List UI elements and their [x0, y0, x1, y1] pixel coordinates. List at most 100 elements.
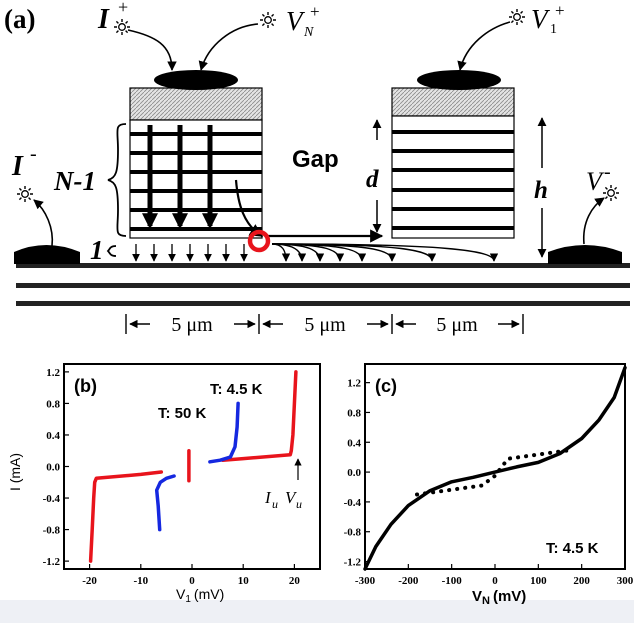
brace-one	[106, 245, 117, 257]
y-tick-label: -1.2	[43, 556, 61, 568]
voltage-probe-v1-icon	[508, 8, 526, 26]
substrate-layer-2	[16, 283, 630, 288]
chart-b-x-axis-label: V1 (mV)	[176, 586, 224, 605]
scale-label-2: 5 μm	[304, 314, 346, 336]
bottom-band	[0, 600, 634, 623]
y-tick-label: 0.8	[46, 398, 60, 410]
y-tick-label: -0.4	[344, 497, 362, 509]
voltage-probe-vn-icon	[259, 11, 277, 29]
y-tick-label: 1.2	[347, 378, 361, 390]
current-source-i-plus-icon	[113, 18, 131, 36]
series-line-4	[154, 474, 176, 532]
chart-c-frame	[364, 363, 626, 570]
label-vn: V	[286, 6, 306, 36]
bottom-layer-current-arrows	[132, 244, 248, 262]
chart-b-xlabel-sub: 1	[185, 594, 191, 605]
y-tick-label: 0.8	[347, 407, 361, 419]
x-tick-label: 0	[492, 575, 498, 587]
panel-a-diagram: (a)	[4, 0, 630, 336]
label-v1-sub: 1	[550, 22, 557, 37]
chart-b-series	[88, 370, 298, 563]
chart-b-xlabel-main: V	[176, 586, 186, 602]
series-line-0	[363, 365, 627, 571]
scale-bars	[125, 314, 524, 334]
chart-c-y-ticks: -1.2 -0.8 -0.4 0.0 0.4 0.8 1.2	[344, 378, 370, 569]
scale-label-1: 5 μm	[171, 314, 213, 336]
chart-b-annotation-vu: V	[285, 488, 298, 507]
y-tick-label: -0.8	[43, 525, 61, 537]
spreading-current-arrows	[271, 243, 499, 262]
contact-pad-left	[14, 245, 80, 264]
label-v1-sup: +	[555, 1, 565, 20]
chart-c-panel-label: (c)	[375, 376, 397, 396]
contact-pad-right	[548, 245, 622, 264]
x-tick-label: -20	[82, 575, 97, 587]
label-i-plus-sup: +	[118, 0, 128, 17]
electrode-right	[417, 70, 501, 90]
chart-b-xlabel-unit: (mV)	[194, 586, 224, 602]
y-tick-label: -1.2	[344, 557, 362, 569]
x-tick-label: 0	[189, 575, 195, 587]
chart-b: -20 -10 0 10 20 -1.2 -0.8 -0.4 0.0 0.4 0.8 1.2 (b)…	[7, 363, 321, 605]
label-vn-sup: +	[310, 2, 320, 21]
x-tick-label: -200	[398, 575, 419, 587]
series-line-3	[208, 401, 240, 464]
y-tick-label: -0.4	[43, 493, 61, 505]
chart-c: -300 -200 -100 0 100 200 300 -1.2 -0.8 -0.4 0.0 0.…	[344, 363, 634, 607]
chart-b-y-axis-label: I (mA)	[7, 453, 23, 491]
electrode-left	[154, 70, 238, 90]
brace-n-minus-1	[107, 123, 127, 237]
x-tick-label: -10	[133, 575, 148, 587]
chart-c-xlabel-main: V	[472, 588, 482, 605]
label-one: 1	[90, 235, 104, 265]
label-i-minus: I	[11, 151, 24, 182]
label-d: d	[366, 166, 379, 193]
panel-a-label: (a)	[4, 4, 35, 34]
label-v1: V	[531, 4, 551, 34]
chart-c-x-ticks: -300 -200 -100 0 100 200 300	[355, 564, 634, 587]
series-line-1	[415, 447, 575, 497]
current-sink-i-minus-icon	[16, 185, 34, 203]
mesa-right	[391, 70, 515, 239]
chart-b-panel-label: (b)	[74, 376, 97, 396]
mesa-left	[129, 70, 264, 239]
label-v-minus: V	[586, 167, 605, 196]
x-tick-label: 20	[289, 575, 301, 587]
chart-b-annotation-iu: I	[264, 488, 272, 507]
x-tick-label: 200	[573, 575, 590, 587]
label-i-plus: I	[97, 4, 110, 35]
series-line-0	[220, 370, 298, 462]
label-n-minus-1: N-1	[53, 166, 96, 196]
substrate-layer-1	[16, 263, 630, 268]
chart-b-annotation-vu-sub: u	[296, 497, 302, 511]
chart-c-series	[363, 365, 627, 571]
label-vn-sub: N	[303, 25, 314, 40]
hot-spot-marker	[247, 229, 271, 253]
y-tick-label: 1.2	[46, 367, 60, 379]
x-tick-label: 100	[530, 575, 547, 587]
series-line-1	[88, 470, 164, 563]
chart-c-annotation-t45: T: 4.5 K	[546, 540, 599, 557]
chart-b-annotation-t45: T: 4.5 K	[210, 381, 263, 398]
y-tick-label: -0.8	[344, 527, 362, 539]
x-tick-label: -300	[355, 575, 376, 587]
x-tick-label: -100	[442, 575, 463, 587]
chart-c-x-axis-label: VN (mV)	[472, 588, 526, 607]
y-tick-label: 0.4	[347, 437, 361, 449]
chart-b-y-ticks: -1.2 -0.8 -0.4 0.0 0.4 0.8 1.2	[43, 367, 69, 568]
x-tick-label: 10	[238, 575, 250, 587]
x-tick-label: 300	[617, 575, 634, 587]
chart-c-xlabel-sub: N	[482, 595, 490, 607]
chart-b-annotation-iu-sub: u	[272, 497, 278, 511]
y-tick-label: 0.4	[46, 430, 60, 442]
y-tick-label: 0.0	[347, 467, 361, 479]
chart-b-x-ticks: -20 -10 0 10 20	[82, 564, 300, 587]
label-h: h	[534, 177, 548, 204]
label-v-minus-sup: -	[604, 161, 611, 183]
voltage-probe-v-minus-icon	[602, 184, 620, 202]
label-gap: Gap	[292, 146, 339, 173]
chart-b-annotation-t50: T: 50 K	[158, 405, 207, 422]
y-tick-label: 0.0	[46, 462, 60, 474]
substrate-layer-3	[16, 301, 630, 306]
